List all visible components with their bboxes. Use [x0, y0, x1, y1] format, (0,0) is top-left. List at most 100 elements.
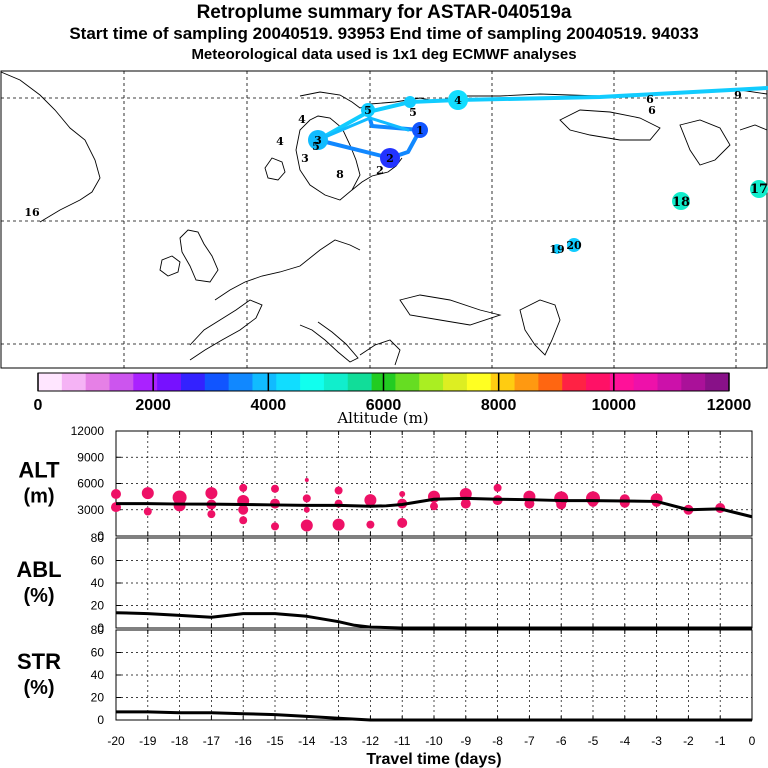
altitude-scatter-point [364, 494, 377, 507]
cluster-marker-5a [361, 103, 375, 117]
colorbar-axis-label: Altitude (m) [336, 409, 428, 427]
altitude-scatter-point [205, 487, 218, 500]
map-label: 16 [24, 206, 40, 219]
x-tick-label: -19 [139, 734, 157, 748]
panel-yunit: (%) [23, 585, 54, 607]
novaya-zemlya-coast [559, 109, 661, 141]
map-label: 3 [301, 152, 309, 165]
y-tick-label: 9000 [77, 450, 104, 464]
sampling-times: Start time of sampling 20040519. 93953 E… [69, 24, 699, 43]
iberia-coast [189, 299, 263, 361]
cluster-marker-3 [308, 130, 328, 150]
series-line-abl [115, 611, 752, 630]
panel-ylabel: ABL [16, 557, 61, 582]
map-label: 2 [386, 152, 394, 165]
x-tick-label: -8 [492, 734, 503, 748]
altitude-scatter-point [300, 519, 313, 532]
series-line-alt [116, 496, 753, 519]
altitude-scatter-point [332, 518, 345, 531]
colorbar-swatch [276, 373, 301, 391]
british-isles-coast [179, 229, 219, 283]
black-sea-coast [399, 294, 502, 326]
y-tick-label: 40 [91, 668, 105, 682]
altitude-scatter-point [143, 507, 152, 516]
y-tick-label: 60 [91, 554, 105, 568]
colorbar-swatch [443, 373, 468, 391]
colorbar-swatch [586, 373, 611, 391]
colorbar-swatch [562, 373, 587, 391]
colorbar-swatch [514, 373, 539, 391]
colorbar-swatch [705, 373, 730, 391]
map-label: 2 [376, 164, 384, 177]
cluster-marker-18 [672, 192, 690, 210]
x-tick-label: -7 [524, 734, 535, 748]
colorbar-swatch [323, 373, 349, 391]
map-label: 5 [312, 140, 320, 153]
plume-trajectory [316, 86, 768, 160]
x-tick-label: -11 [394, 734, 411, 748]
altitude-scatter-point [397, 517, 408, 528]
cluster-marker-2 [380, 148, 400, 168]
altitude-scatter-point [302, 494, 311, 503]
colorbar-tick-label: 2000 [135, 397, 171, 414]
colorbar-swatch [180, 373, 206, 391]
map-label: 1 [416, 124, 424, 137]
x-axis-label: Travel time (days) [366, 751, 501, 768]
greece-coast [359, 339, 401, 366]
caspian-coast [519, 299, 561, 356]
y-tick-label: 20 [91, 599, 105, 613]
map-frame [0, 70, 768, 369]
map-label: 4 [454, 94, 462, 107]
x-tick-label: -4 [619, 734, 630, 748]
colorbar-swatch [109, 373, 134, 391]
map-label: 4 [276, 135, 284, 148]
colorbar-tick-label: 6000 [366, 397, 402, 414]
map-label: 6 [646, 93, 654, 106]
colorbar-swatch [300, 373, 325, 391]
colorbar-swatch [466, 373, 492, 391]
continental-coast [214, 239, 361, 301]
map-label: 5 [409, 106, 417, 119]
x-tick-label: -15 [266, 734, 284, 748]
trajectory-segment-upper [316, 86, 768, 142]
altitude-scatter-point [619, 497, 630, 508]
colorbar-swatch [38, 373, 63, 391]
map-label: 4 [298, 113, 306, 126]
map-label: 19 [549, 243, 564, 256]
series-line-str [116, 710, 752, 722]
map-label: 3 [314, 134, 322, 147]
map-labels: 1 2 2 3 5 3 4 4 4 5 5 6 6 8 9 16 17 18 1… [24, 89, 768, 256]
x-tick-label: -9 [460, 734, 471, 748]
y-tick-label: 0 [97, 621, 104, 635]
x-tick-label: -6 [556, 734, 567, 748]
panel-abl: 0 20 40 60 80 ABL (%) [16, 531, 753, 635]
y-tick-label: 20 [91, 691, 105, 705]
map-label: 20 [566, 239, 582, 252]
time-series-panels: 030006000900012000ALT(m)020406080ABL(%)0… [16, 424, 755, 768]
x-tick-label: -16 [235, 734, 253, 748]
x-tick-label: -17 [203, 734, 221, 748]
cluster-marker-4 [448, 90, 468, 110]
map-label: 9 [734, 89, 742, 102]
faroes-coast [264, 157, 286, 181]
altitude-scatter-point [271, 484, 279, 493]
x-tick-label: -12 [362, 734, 380, 748]
map-label: 8 [336, 168, 344, 181]
colorbar-swatch [228, 373, 253, 391]
y-tick-label: 3000 [77, 503, 104, 517]
cluster-marker-5b [404, 96, 416, 108]
page-title: Retroplume summary for ASTAR-040519a [196, 2, 572, 23]
altitude-scatter-point [271, 522, 279, 531]
y-tick-label: 6000 [77, 477, 104, 491]
y-tick-label: 40 [91, 576, 105, 590]
altitude-scatter-point [304, 478, 309, 482]
yamal-coast [679, 119, 731, 166]
colorbar-swatch [490, 373, 516, 391]
coastlines [0, 71, 768, 366]
colorbar-tick-label: 8000 [481, 397, 517, 414]
cluster-marker-19 [552, 244, 562, 254]
cluster-marker-1 [412, 122, 428, 138]
altitude-scatter-point [207, 510, 216, 519]
y-tick-label: 12000 [71, 424, 105, 438]
